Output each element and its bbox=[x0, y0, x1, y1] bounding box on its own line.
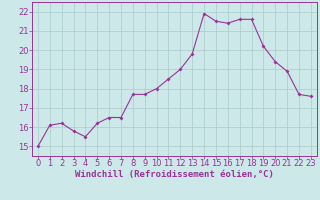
X-axis label: Windchill (Refroidissement éolien,°C): Windchill (Refroidissement éolien,°C) bbox=[75, 170, 274, 179]
